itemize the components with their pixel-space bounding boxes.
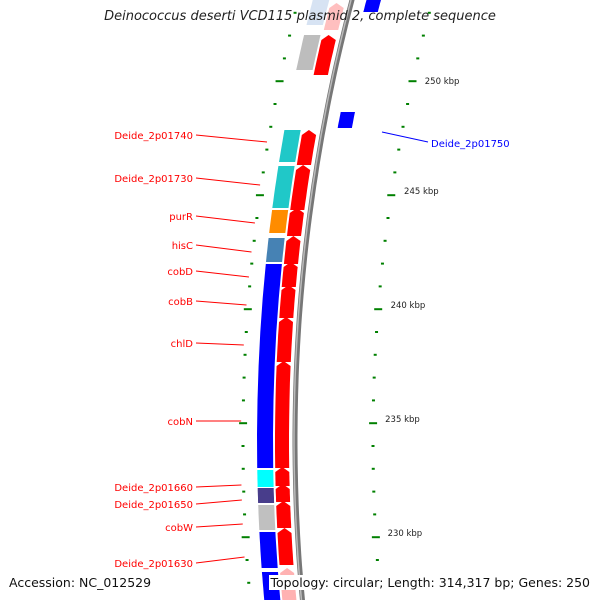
- label-leader-line: [195, 134, 268, 143]
- reverse-cds-arrow-deide-2p01750: [337, 112, 355, 128]
- forward-cds-arrow: [290, 165, 311, 210]
- map-title: Deinococcus deserti VCD115 plasmid 2, co…: [104, 9, 496, 24]
- forward-cds-arrow: [323, 3, 344, 30]
- cog-segment: [259, 532, 278, 568]
- cog-segment: [257, 264, 282, 468]
- gene-label: Deide_2p01740: [114, 131, 193, 142]
- gene-label: Deide_2p01660: [114, 483, 193, 494]
- gene-label: Deide_2p01750: [431, 139, 510, 150]
- cog-segment: [279, 130, 301, 162]
- tick-label: 240 kbp: [391, 301, 426, 311]
- gene-label: Deide_2p01630: [114, 559, 193, 570]
- forward-cds-arrow: [275, 361, 291, 468]
- reverse-cds-arrow: [363, 0, 381, 12]
- tick-label: 230 kbp: [388, 529, 423, 539]
- backbone-ring: [292, 0, 355, 600]
- gene-label: Deide_2p01730: [114, 174, 193, 185]
- gene-label: hisC: [172, 241, 193, 252]
- summary-text: Topology: circular; Length: 314,317 bp; …: [268, 575, 592, 590]
- label-leader-line: [195, 556, 245, 564]
- label-leader-line: [381, 131, 429, 143]
- label-leader-line: [195, 270, 250, 278]
- forward-cds-arrow: [283, 236, 301, 264]
- gene-label: cobB: [168, 297, 193, 308]
- accession-text: Accession: NC_012529: [7, 575, 154, 590]
- backbone-highlight: [293, 0, 352, 600]
- forward-cds-arrow: [281, 262, 298, 287]
- cog-segment: [272, 166, 295, 208]
- cog-segment: [306, 0, 330, 25]
- label-leader-line: [195, 215, 255, 224]
- tick-label: 245 kbp: [404, 187, 439, 197]
- cog-segment: [266, 238, 285, 262]
- label-leader-line: [195, 177, 261, 186]
- label-leader-line: [195, 484, 242, 488]
- label-leader-line: [195, 342, 244, 346]
- gene-label: cobW: [165, 523, 193, 534]
- forward-cds-arrow: [275, 467, 290, 486]
- label-leader-line: [195, 499, 242, 505]
- cog-segment: [296, 35, 321, 70]
- gene-label: cobN: [168, 417, 193, 428]
- gene-label: purR: [169, 212, 193, 223]
- cog-segment: [257, 470, 274, 487]
- cog-segment: [257, 488, 275, 503]
- forward-cds-arrow: [277, 528, 294, 565]
- label-leader-line: [195, 244, 252, 253]
- label-leader-line: [195, 300, 247, 306]
- tick-label: 235 kbp: [385, 415, 420, 425]
- forward-cds-arrow: [279, 285, 296, 318]
- label-leader-line: [195, 523, 243, 528]
- forward-cds-arrow: [313, 35, 336, 75]
- forward-cds-arrow: [287, 208, 304, 236]
- cog-segment: [258, 505, 276, 530]
- forward-cds-arrow: [275, 484, 291, 502]
- forward-cds-arrow: [296, 130, 317, 165]
- forward-cds-arrow: [276, 317, 293, 362]
- tick-label: 250 kbp: [425, 77, 460, 87]
- forward-cds-arrow: [276, 501, 292, 528]
- gene-label: cobD: [167, 267, 193, 278]
- gene-label: chlD: [171, 339, 194, 350]
- gene-label: Deide_2p01650: [114, 500, 193, 511]
- cog-segment: [269, 210, 289, 233]
